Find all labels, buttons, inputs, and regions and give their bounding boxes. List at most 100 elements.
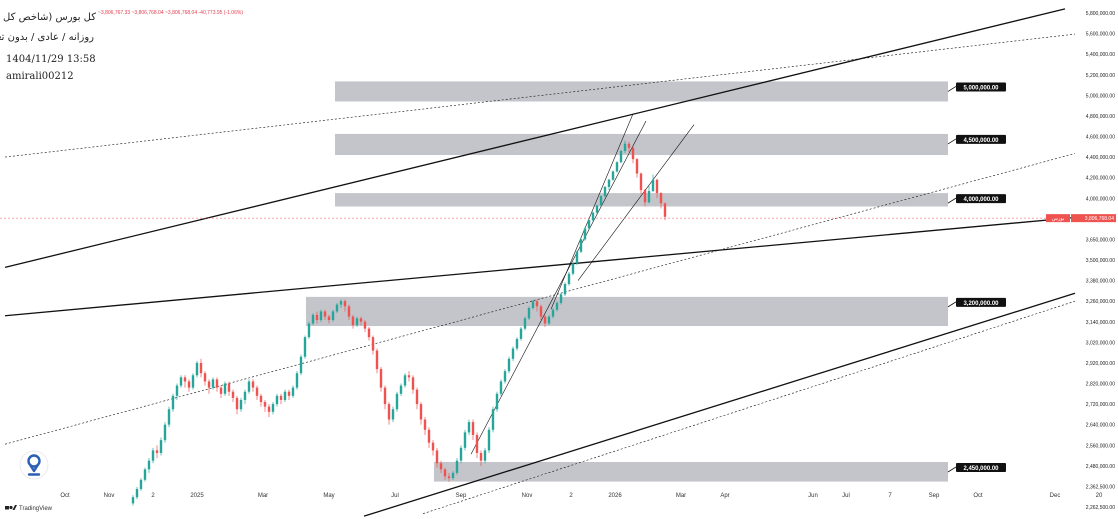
candle-body[interactable]	[239, 399, 243, 410]
candle-body[interactable]	[635, 159, 639, 174]
candle-body[interactable]	[179, 377, 183, 386]
candle-body[interactable]	[379, 369, 383, 388]
price-zone[interactable]	[335, 193, 948, 207]
candle-body[interactable]	[231, 391, 235, 398]
candle-body[interactable]	[611, 171, 615, 180]
candle-body[interactable]	[451, 472, 455, 479]
candle-body[interactable]	[359, 318, 363, 322]
candle-body[interactable]	[299, 356, 303, 374]
candle-body[interactable]	[355, 318, 359, 326]
candle-body[interactable]	[183, 377, 187, 382]
candle-body[interactable]	[291, 387, 295, 396]
candle-body[interactable]	[207, 381, 211, 388]
candle-body[interactable]	[263, 402, 267, 407]
candle-body[interactable]	[255, 387, 259, 396]
trendline-dashed[interactable]	[4, 33, 1076, 158]
candle-body[interactable]	[131, 497, 135, 504]
candle-body[interactable]	[627, 143, 631, 148]
price-zone[interactable]	[335, 133, 948, 156]
candle-body[interactable]	[623, 143, 627, 151]
candle-body[interactable]	[599, 196, 603, 206]
trendline-thin[interactable]	[577, 124, 695, 281]
candle-body[interactable]	[315, 314, 319, 321]
candle-body[interactable]	[539, 306, 543, 317]
price-zone[interactable]	[434, 461, 948, 482]
candle-body[interactable]	[211, 379, 215, 388]
candle-body[interactable]	[423, 419, 427, 430]
candle-body[interactable]	[511, 348, 515, 359]
candle-body[interactable]	[603, 186, 607, 197]
candle-body[interactable]	[455, 460, 459, 473]
candle-body[interactable]	[507, 358, 511, 372]
candle-body[interactable]	[639, 173, 643, 191]
candle-body[interactable]	[391, 409, 395, 420]
candle-body[interactable]	[363, 321, 367, 329]
candle-body[interactable]	[387, 404, 391, 420]
candle-body[interactable]	[567, 273, 571, 285]
candle-body[interactable]	[547, 316, 551, 324]
candle-body[interactable]	[471, 422, 475, 435]
trendline-thin[interactable]	[470, 120, 647, 455]
candle-body[interactable]	[607, 179, 611, 187]
trendline-solid[interactable]	[363, 292, 1076, 517]
candle-body[interactable]	[527, 308, 531, 319]
candle-body[interactable]	[343, 301, 347, 307]
time-axis[interactable]: Oct Nov 2 2025 Mar May Jul Sep Nov 2 2026 Mar Apr Jun…	[60, 493, 1103, 499]
candle-body[interactable]	[583, 228, 587, 240]
candle-body[interactable]	[331, 311, 335, 321]
candle-body[interactable]	[463, 432, 467, 448]
candle-body[interactable]	[219, 387, 223, 394]
candle-body[interactable]	[243, 391, 247, 400]
candle-body[interactable]	[163, 424, 167, 441]
candle-body[interactable]	[643, 190, 647, 203]
candle-body[interactable]	[247, 381, 251, 392]
candle-body[interactable]	[187, 381, 191, 388]
candle-body[interactable]	[435, 450, 439, 464]
candle-body[interactable]	[167, 409, 171, 425]
candle-body[interactable]	[175, 385, 179, 396]
candle-body[interactable]	[659, 193, 663, 204]
candle-body[interactable]	[279, 395, 283, 400]
candle-body[interactable]	[587, 220, 591, 229]
candle-body[interactable]	[619, 150, 623, 163]
candle-body[interactable]	[267, 406, 271, 412]
candle-body[interactable]	[323, 311, 327, 317]
candle-body[interactable]	[143, 469, 147, 480]
candle-body[interactable]	[375, 350, 379, 370]
candle-body[interactable]	[487, 429, 491, 451]
candle-body[interactable]	[283, 391, 287, 400]
candle-body[interactable]	[227, 383, 231, 392]
price-axis[interactable]: 2,262,500.00 2,362,500.00 2,480,000.00 2,56…	[1086, 11, 1115, 511]
candle-body[interactable]	[203, 373, 207, 382]
candle-body[interactable]	[199, 362, 203, 374]
candle-body[interactable]	[551, 309, 555, 317]
candle-body[interactable]	[475, 434, 479, 453]
candle-body[interactable]	[431, 442, 435, 451]
candle-body[interactable]	[319, 311, 323, 321]
candle-body[interactable]	[147, 460, 151, 470]
candle-body[interactable]	[531, 301, 535, 309]
candle-body[interactable]	[311, 314, 315, 324]
candle-body[interactable]	[415, 389, 419, 405]
candle-body[interactable]	[383, 387, 387, 405]
candle-body[interactable]	[647, 191, 651, 203]
candle-body[interactable]	[371, 337, 375, 351]
candle-body[interactable]	[555, 302, 559, 310]
candle-body[interactable]	[519, 328, 523, 339]
candle-body[interactable]	[591, 212, 595, 221]
candle-body[interactable]	[523, 318, 527, 329]
candle-body[interactable]	[259, 395, 263, 403]
candle-body[interactable]	[155, 450, 159, 453]
candle-body[interactable]	[351, 316, 355, 326]
candle-body[interactable]	[347, 306, 351, 317]
candle-body[interactable]	[595, 205, 599, 213]
candle-body[interactable]	[335, 304, 339, 312]
candle-body[interactable]	[663, 203, 667, 217]
candle-body[interactable]	[427, 429, 431, 443]
candle-body[interactable]	[459, 447, 463, 461]
candle-body[interactable]	[287, 391, 291, 396]
candle-body[interactable]	[655, 179, 659, 194]
candle-body[interactable]	[631, 147, 635, 160]
trendline-solid[interactable]	[4, 8, 1066, 269]
